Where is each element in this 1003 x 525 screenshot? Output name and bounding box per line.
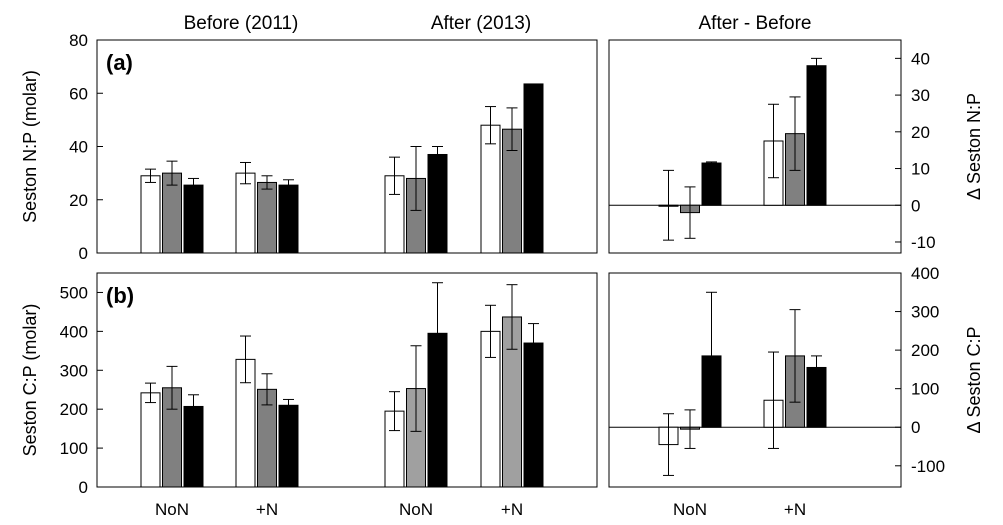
bar-a-before-+N-2 — [278, 184, 299, 254]
panel-label: (b) — [106, 283, 134, 308]
panel-frames — [96, 39, 902, 488]
ytick-label-b-diff: -100 — [911, 457, 945, 476]
ytick-label-a-before: 0 — [79, 244, 88, 263]
category-label-b-before-0: NoN — [155, 500, 189, 519]
bar-b-before-+N-2 — [278, 404, 299, 488]
error-bar-b-diff-0-2 — [706, 291, 717, 421]
panel-label: (a) — [106, 50, 133, 75]
ytick-label-b-before: 0 — [79, 478, 88, 497]
error-bar-a-diff-1-1 — [789, 96, 801, 171]
ylabel-a-diff: Δ Seston N:P — [964, 93, 984, 200]
error-bar-a-diff-0-2 — [706, 161, 717, 165]
error-bar-b-before-0-2 — [188, 394, 199, 419]
ytick-label-b-diff: 0 — [911, 418, 920, 437]
frame-b-right — [608, 272, 902, 488]
category-label-b-diff-0: NoN — [673, 500, 707, 519]
error-bar-a-diff-1-0 — [768, 103, 779, 179]
ytick-label-a-before: 20 — [69, 191, 88, 210]
bar-a-after-+N-0 — [480, 124, 501, 254]
error-bar-a-after-1-1 — [506, 107, 518, 151]
ytick-label-b-diff: 400 — [911, 264, 939, 283]
bar-a-before-+N-0 — [235, 172, 256, 254]
ytick-label-b-before: 100 — [60, 439, 88, 458]
error-bar-a-diff-0-1 — [684, 186, 696, 239]
error-bar-b-before-0-1 — [166, 365, 178, 410]
error-bar-b-after-1-2 — [528, 323, 539, 363]
error-bar-a-before-1-0 — [240, 161, 251, 185]
error-bar-b-diff-0-1 — [684, 409, 696, 449]
error-bar-a-before-1-2 — [283, 179, 294, 191]
category-label-b-after-1: +N — [501, 500, 523, 519]
error-bar-a-after-0-1 — [410, 146, 422, 211]
frame-b-left — [96, 272, 598, 488]
ytick-label-a-before: 80 — [69, 31, 88, 50]
ytick-label-a-diff: 20 — [911, 123, 930, 142]
error-bar-b-diff-1-1 — [789, 309, 801, 403]
ytick-label-a-diff: 0 — [911, 196, 920, 215]
error-bar-b-diff-1-0 — [768, 351, 779, 449]
ytick-label-a-diff: 30 — [911, 86, 930, 105]
marks-layer — [140, 57, 827, 488]
ytick-label-a-diff: 40 — [911, 49, 930, 68]
error-bar-b-before-0-0 — [145, 382, 156, 404]
ytick-label-b-before: 200 — [60, 400, 88, 419]
ytick-label-a-diff: -10 — [911, 233, 936, 252]
category-label-b-diff-1: +N — [784, 500, 806, 519]
bar-a-diff-NoN-2 — [701, 162, 722, 206]
ylabel-b-before: Seston C:P (molar) — [20, 304, 40, 457]
ylabel-a-before: Seston N:P (molar) — [20, 70, 40, 223]
error-bar-a-after-0-2 — [432, 146, 443, 163]
error-bar-a-before-0-0 — [145, 168, 156, 183]
error-bar-a-after-1-0 — [485, 106, 496, 145]
bar-a-before-+N-1 — [257, 181, 277, 254]
ytick-label-b-before: 500 — [60, 283, 88, 302]
ytick-label-a-before: 60 — [69, 84, 88, 103]
bar-a-before-NoN-0 — [140, 175, 161, 254]
error-bar-a-after-0-0 — [389, 156, 400, 195]
column-title-after: After (2013) — [431, 13, 531, 34]
ytick-label-b-diff: 200 — [911, 341, 939, 360]
ytick-label-a-before: 40 — [69, 138, 88, 157]
error-bar-b-before-1-0 — [240, 335, 251, 384]
column-title-diff: After - Before — [699, 13, 812, 34]
ytick-label-b-before: 300 — [60, 361, 88, 380]
error-bar-b-after-0-1 — [410, 345, 422, 432]
error-bar-b-before-1-1 — [261, 373, 273, 406]
bar-a-after-+N-2 — [523, 83, 544, 254]
ytick-label-a-diff: 10 — [911, 160, 930, 179]
column-title-before: Before (2011) — [184, 13, 299, 34]
ylabel-b-diff: Δ Seston C:P — [964, 326, 984, 433]
error-bar-b-after-1-1 — [506, 284, 518, 350]
error-bar-b-after-1-0 — [485, 304, 496, 358]
bar-a-before-NoN-2 — [183, 184, 204, 254]
bar-a-after-NoN-2 — [427, 153, 448, 254]
bar-b-after-+N-2 — [523, 342, 544, 488]
ytick-label-b-before: 400 — [60, 322, 88, 341]
error-bar-b-before-1-2 — [283, 398, 294, 412]
error-bar-b-after-0-0 — [389, 391, 400, 432]
error-bar-b-diff-1-2 — [811, 355, 822, 380]
category-label-b-after-0: NoN — [399, 500, 433, 519]
error-bar-b-after-0-2 — [432, 282, 443, 385]
error-bar-a-before-0-2 — [188, 177, 199, 193]
error-bar-a-diff-0-0 — [663, 169, 674, 241]
ytick-label-b-diff: 100 — [911, 380, 939, 399]
ytick-label-b-diff: 300 — [911, 303, 939, 322]
error-bar-a-diff-1-2 — [811, 57, 822, 74]
bar-a-diff-+N-2 — [806, 65, 827, 206]
error-bar-b-diff-0-0 — [663, 413, 674, 476]
error-bar-a-before-0-1 — [166, 160, 178, 186]
frame-a-right — [608, 39, 902, 254]
bar-b-before-NoN-0 — [140, 392, 161, 488]
category-label-b-before-1: +N — [256, 500, 278, 519]
error-bar-a-before-1-1 — [261, 175, 273, 190]
